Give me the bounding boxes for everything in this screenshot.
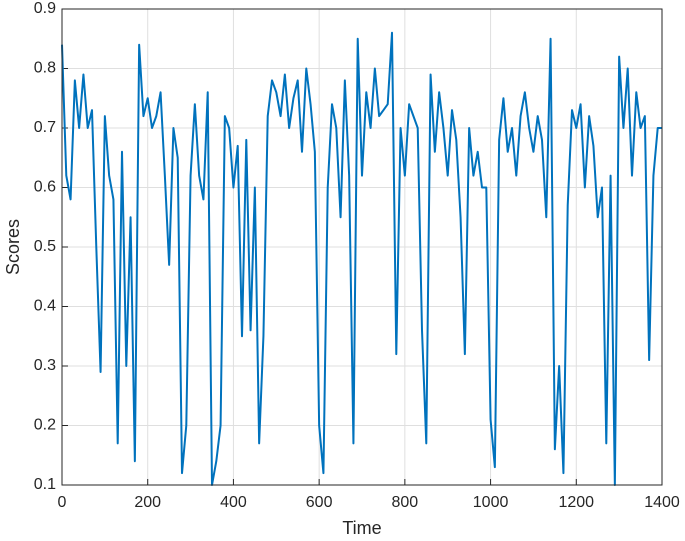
- y-tick-label: 0.6: [34, 179, 56, 196]
- y-tick-label: 0.5: [34, 238, 56, 255]
- y-axis-label: Scores: [3, 219, 23, 275]
- y-tick-label: 0.8: [34, 60, 56, 77]
- x-tick-label: 600: [306, 494, 333, 511]
- x-tick-label: 800: [392, 494, 419, 511]
- x-tick-label: 400: [220, 494, 247, 511]
- x-tick-label: 1000: [473, 494, 509, 511]
- x-tick-label: 0: [58, 494, 67, 511]
- data-line: [61, 31, 662, 486]
- y-tick-label: 0.7: [34, 119, 56, 136]
- y-tick-label: 0.1: [34, 476, 56, 493]
- y-tick-label: 0.4: [34, 298, 56, 315]
- y-tick-label: 0.3: [34, 357, 56, 374]
- x-axis-label: Time: [342, 518, 381, 538]
- y-tick-label: 0.2: [34, 417, 56, 434]
- y-tick-label: 0.9: [34, 0, 56, 17]
- x-tick-label: 200: [134, 494, 161, 511]
- x-tick-label: 1200: [558, 494, 594, 511]
- plot-frame: [61, 8, 663, 486]
- x-tick-label: 1400: [644, 494, 680, 511]
